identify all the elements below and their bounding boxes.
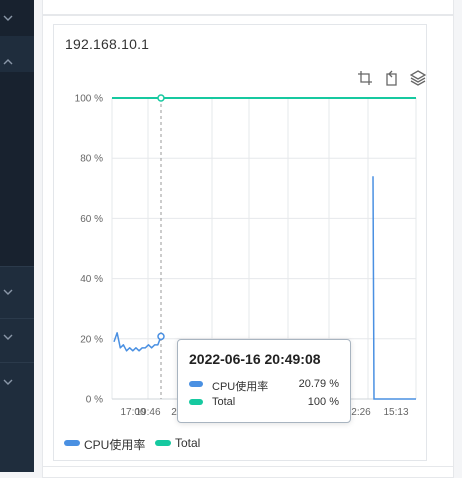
panel-title: 192.168.10.1 [65,36,150,52]
sidebar-divider [0,266,34,267]
hover-marker-cpu [157,332,165,341]
sidebar-divider [0,318,34,319]
tooltip-timestamp: 2022-06-16 20:49:08 [189,351,321,367]
x-tick-label: 15:13 [383,407,408,418]
sidebar-menu-item[interactable] [0,0,34,36]
tooltip-series-name: CPU使用率 [212,381,269,393]
tooltip-swatch-total [189,399,203,405]
chevron-down-icon [3,15,13,21]
legend-label: Total [175,436,201,450]
sidebar-menu-item[interactable] [0,370,34,394]
tooltip-row-total: Total 100 % [189,396,339,410]
chevron-down-icon [3,379,13,385]
y-tick-label: 60 % [80,214,103,225]
sidebar-menu-item[interactable] [0,280,34,304]
x-tick-label: 2:26 [351,407,371,418]
sidebar-divider [0,362,34,363]
y-tick-label: 100 % [75,94,103,105]
zoom-select-icon[interactable] [357,70,373,86]
sidebar [0,0,34,472]
series-line-cpu [113,332,162,352]
tooltip-series-value: 100 % [307,396,339,408]
chevron-up-icon [3,59,13,65]
hover-marker-total [157,94,165,102]
y-tick-label: 20 % [80,334,103,345]
chart-tooltip: 2022-06-16 20:49:08 CPU使用率 20.79 % Total… [177,339,351,423]
sidebar-menu-item[interactable] [0,52,34,72]
x-tick-label: 17:00 [120,407,145,418]
legend-item-cpu[interactable]: CPU使用率 [64,435,149,452]
legend-item-total[interactable]: Total [155,435,205,451]
y-tick-label: 40 % [80,274,103,285]
legend-swatch-cpu [64,440,80,446]
tooltip-series-value: 20.79 % [298,378,339,390]
tooltip-row-cpu: CPU使用率 20.79 % [189,378,339,393]
zoom-reset-icon[interactable] [384,70,400,86]
sidebar-submenu [0,72,34,266]
chevron-down-icon [3,334,13,340]
y-tick-label: 0 % [86,395,103,406]
x-tick-label: 19:46 [135,407,160,418]
tooltip-swatch-cpu [189,381,203,387]
legend-swatch-total [155,440,171,446]
legend-label: CPU使用率 [84,438,146,452]
series-line-cpu-recent [372,176,416,400]
tooltip-series-name: Total [212,396,236,408]
layers-icon[interactable] [410,70,426,86]
previous-card [42,0,454,15]
sidebar-menu-item[interactable] [0,325,34,349]
chevron-down-icon [3,289,13,295]
x-tick-label: 2 [171,407,177,418]
y-tick-label: 80 % [80,154,103,165]
